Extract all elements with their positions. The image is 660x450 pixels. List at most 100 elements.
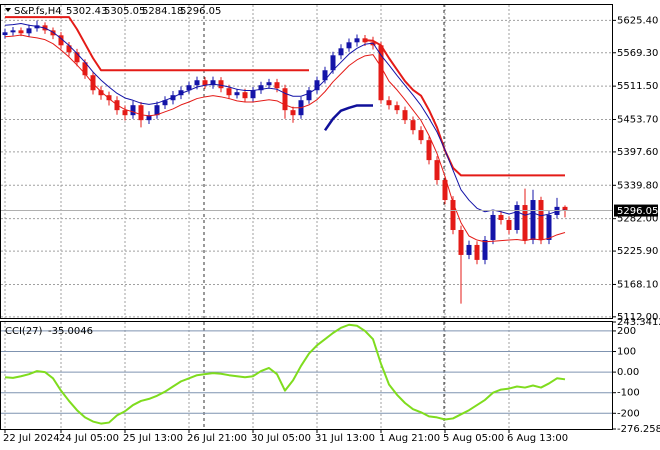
candle-body [74, 52, 80, 63]
candle-body [202, 80, 208, 86]
candle-body [506, 219, 512, 230]
candle-body [530, 200, 536, 240]
candle-body [66, 45, 72, 53]
candle-body [314, 80, 320, 91]
y-tick-label: 100 [617, 347, 636, 358]
candle-body [474, 244, 480, 260]
header-low: 5284.18 [142, 6, 183, 17]
candle-body [338, 48, 344, 56]
x-tick-label: 6 Aug 13:00 [507, 433, 568, 444]
candle-body [378, 45, 384, 101]
candle-body [98, 90, 104, 96]
candle-body [498, 214, 504, 220]
x-tick-label: 22 Jul 2024 [3, 433, 60, 444]
y-tick-label: 5112.00 [617, 312, 658, 323]
candle-body [90, 75, 96, 91]
candle-body [122, 110, 128, 116]
candle-body [58, 35, 64, 46]
header-open: 5302.43 [66, 6, 107, 17]
candle-body [466, 244, 472, 255]
candle-body [10, 30, 16, 33]
candle-body [138, 105, 144, 121]
cci-panel-border [0, 321, 613, 430]
y-tick-label: 5339.80 [617, 180, 658, 191]
candle-body [322, 70, 328, 81]
x-tick-label: 30 Jul 05:00 [251, 433, 311, 444]
x-tick-label: 25 Jul 13:00 [123, 433, 183, 444]
candle-body [434, 160, 440, 181]
candle-body [306, 90, 312, 101]
indicator-line [323, 104, 373, 132]
indicator-line [4, 323, 566, 425]
candle-body [346, 42, 352, 49]
indicator-line [4, 34, 566, 243]
y-tick-label: 5225.90 [617, 246, 658, 257]
candle-body [482, 239, 488, 260]
plot-layer: 5625.40 5569.30 5511.50 5453.70 5397.60 5339.… [1, 5, 660, 444]
last-price-label: 5296.05 [617, 206, 658, 217]
candle-body [186, 85, 192, 91]
y-tick-label: 243.3412 [617, 317, 660, 328]
candle-body [82, 62, 88, 76]
x-tick-label: 5 Aug 05:00 [443, 433, 504, 444]
indicator-line [364, 39, 565, 177]
x-tick-label: 1 Aug 21:00 [379, 433, 440, 444]
y-tick-label: 5625.40 [617, 15, 658, 26]
candle-body [458, 229, 464, 255]
candle-body [410, 120, 416, 131]
symbol-title: S&P.fs,H4 [14, 6, 62, 17]
candle-body [418, 130, 424, 141]
y-tick-label: 5453.70 [617, 115, 658, 126]
candle-body [522, 205, 528, 240]
indicator-line [4, 22, 566, 217]
candle-body [242, 92, 248, 99]
candle-body [18, 30, 24, 34]
candle-body [178, 90, 184, 96]
candle-body [330, 55, 336, 71]
candle-body [146, 115, 152, 121]
price-panel-border [0, 4, 613, 319]
candle-body [258, 85, 264, 91]
candle-body [274, 82, 280, 89]
candle-body [546, 214, 552, 240]
candle-body [402, 110, 408, 121]
candle-body [354, 38, 360, 43]
candle-body [442, 180, 448, 201]
candle-body [50, 30, 56, 36]
candle-body [226, 88, 232, 96]
candle-body [266, 82, 272, 86]
candle-body [538, 200, 544, 240]
x-tick-label: 24 Jul 05:00 [59, 433, 119, 444]
candle-body [514, 205, 520, 230]
candle-body [386, 100, 392, 106]
y-tick-label: 5397.60 [617, 147, 658, 158]
candle-body [450, 200, 456, 230]
candle-body [106, 95, 112, 101]
candle-body [162, 100, 168, 106]
x-tick-label: 31 Jul 13:00 [315, 433, 375, 444]
y-tick-label: 0.00 [617, 367, 639, 378]
candle-body [26, 28, 32, 34]
x-tick-label: 26 Jul 21:00 [187, 433, 247, 444]
candle-body [218, 80, 224, 89]
candle-body [426, 140, 432, 161]
candle-body [282, 88, 288, 111]
candle-body [490, 214, 496, 240]
y-tick-label: -276.2586 [617, 424, 660, 435]
header-arrow [5, 8, 11, 12]
indicator-line [5, 16, 309, 72]
candle-body [154, 105, 160, 116]
y-tick-label: 5168.10 [617, 279, 658, 290]
cci-current: -35.0046 [48, 326, 93, 337]
y-tick-label: 5569.30 [617, 48, 658, 59]
y-tick-label: -100 [617, 388, 640, 399]
candle-body [194, 80, 200, 86]
candle-body [2, 32, 8, 36]
candle-body [562, 206, 568, 211]
candle-body [394, 105, 400, 111]
candle-body [234, 92, 240, 96]
y-tick-label: 5282.00 [617, 214, 658, 225]
candle-body [250, 90, 256, 99]
candle-body [210, 80, 216, 86]
